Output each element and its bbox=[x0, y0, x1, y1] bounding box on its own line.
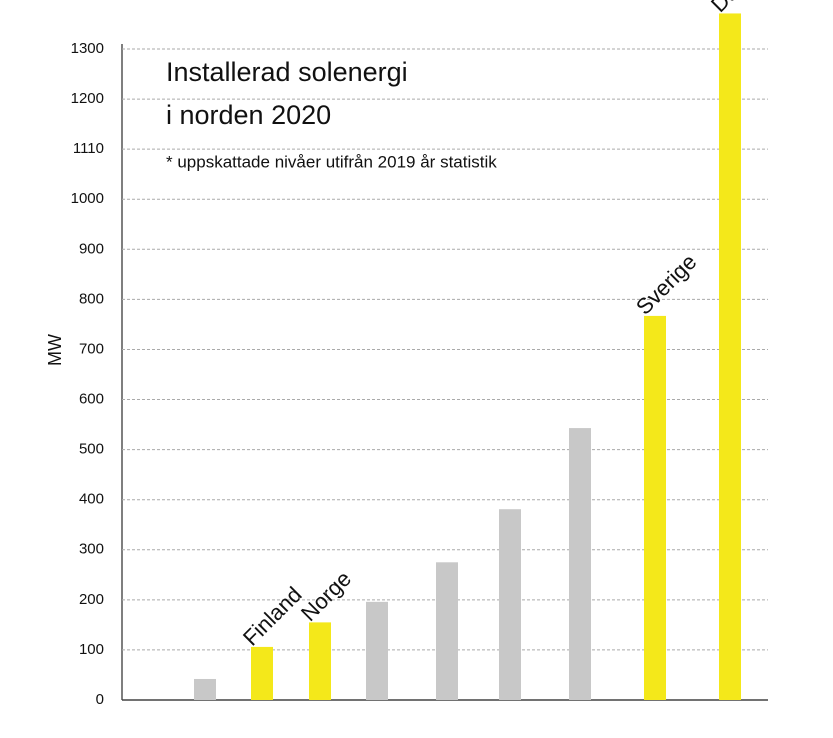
bar bbox=[194, 678, 216, 700]
y-tick-label: 1300 bbox=[71, 40, 104, 57]
y-tick-label: 400 bbox=[79, 491, 104, 508]
bar bbox=[719, 13, 741, 701]
chart-title: Installerad solenergi bbox=[166, 57, 408, 87]
y-tick-label: 500 bbox=[79, 441, 104, 458]
y-tick-label: 900 bbox=[79, 240, 104, 257]
y-tick-label: 100 bbox=[79, 641, 104, 658]
chart-subtitle: * uppskattade nivåer utifrån 2019 år sta… bbox=[166, 152, 497, 171]
bar bbox=[644, 315, 666, 700]
y-tick-label: 300 bbox=[79, 541, 104, 558]
chart-title: i norden 2020 bbox=[166, 100, 331, 130]
bar bbox=[309, 622, 331, 700]
bar bbox=[499, 509, 521, 700]
y-tick-label: 1200 bbox=[71, 90, 104, 107]
bar bbox=[569, 428, 591, 700]
y-tick-label: 800 bbox=[79, 290, 104, 307]
y-tick-label: 1000 bbox=[71, 190, 104, 207]
bar-label: Finland bbox=[238, 582, 307, 651]
y-tick-label: 0 bbox=[96, 691, 104, 708]
bar-label: Norge bbox=[296, 566, 356, 626]
bar-label: Danmark bbox=[706, 0, 787, 17]
bar bbox=[436, 562, 458, 700]
bar-label: Sverige bbox=[631, 249, 701, 319]
bar bbox=[366, 601, 388, 700]
y-tick-label: 200 bbox=[79, 591, 104, 608]
y-tick-label: 700 bbox=[79, 340, 104, 357]
bar bbox=[251, 646, 273, 700]
y-tick-label: 600 bbox=[79, 391, 104, 408]
y-axis-label: MW bbox=[45, 334, 65, 366]
y-tick-label: 1110 bbox=[73, 140, 104, 157]
